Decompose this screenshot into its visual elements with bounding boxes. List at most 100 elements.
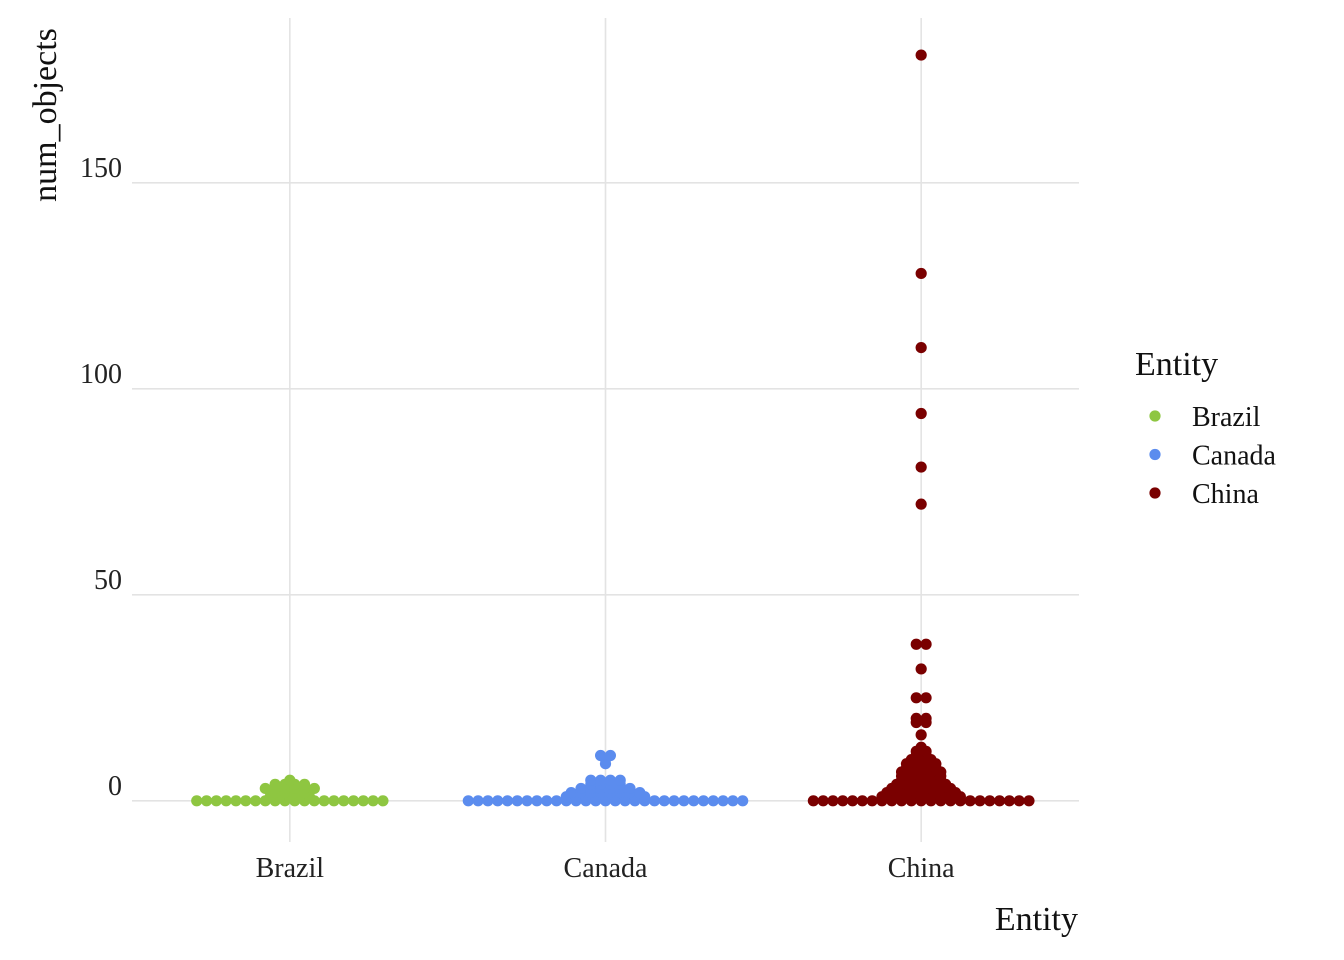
data-point-brazil [230, 795, 242, 807]
data-point-brazil [220, 795, 232, 807]
data-point-canada [472, 795, 484, 807]
data-point-brazil [210, 795, 222, 807]
data-point-brazil [367, 795, 379, 807]
legend-label-canada: Canada [1192, 441, 1277, 472]
legend: Entity Brazil Canada China [1135, 346, 1277, 510]
data-point-china [910, 712, 922, 725]
x-tick-labels: Brazil Canada China [256, 853, 956, 884]
y-axis-title: num_objects [27, 28, 64, 202]
data-point-china [1003, 795, 1015, 807]
data-point-brazil [259, 782, 271, 795]
data-point-china [827, 795, 839, 807]
data-point-brazil [318, 795, 330, 807]
data-point-canada [697, 795, 710, 807]
data-point-china [920, 712, 932, 725]
data-point-canada [595, 774, 607, 786]
x-tick-label: China [888, 853, 955, 884]
data-point-china [964, 795, 976, 807]
legend-label-brazil: Brazil [1192, 402, 1261, 433]
data-point-china [846, 795, 859, 807]
data-point-canada [565, 786, 577, 799]
data-point-china [1023, 795, 1035, 807]
data-point-china [984, 795, 996, 807]
data-point-china [910, 638, 922, 650]
data-point-china [915, 663, 927, 675]
y-tick-label: 150 [80, 153, 122, 184]
data-point-china [837, 795, 849, 807]
data-point-canada [550, 795, 563, 807]
x-tick-label: Brazil [256, 853, 325, 884]
data-point-china [866, 795, 878, 807]
data-point-china [920, 692, 932, 704]
data-point-china [974, 795, 986, 807]
data-points [191, 49, 1035, 807]
data-point-china [915, 461, 927, 473]
data-point-canada [727, 795, 739, 807]
data-point-china [915, 342, 927, 354]
data-point-canada [482, 795, 494, 807]
data-point-canada [668, 795, 680, 807]
data-point-brazil [377, 795, 389, 807]
data-point-brazil [357, 795, 369, 807]
data-point-canada [492, 795, 504, 807]
data-point-china [910, 692, 922, 704]
data-point-brazil [338, 795, 350, 807]
legend-label-china: China [1192, 479, 1259, 510]
data-point-brazil [284, 774, 296, 786]
data-point-canada [604, 774, 617, 786]
data-point-china [915, 407, 927, 420]
data-point-brazil [298, 778, 311, 790]
data-point-canada [634, 786, 646, 799]
data-point-brazil [308, 782, 320, 795]
data-point-brazil [200, 795, 213, 807]
data-point-canada [501, 795, 514, 807]
data-point-brazil [240, 795, 252, 807]
data-point-canada [585, 774, 597, 786]
data-point-canada [717, 795, 729, 807]
data-point-canada [737, 795, 749, 807]
data-point-canada [521, 795, 533, 807]
data-point-china [915, 267, 927, 280]
data-point-canada [595, 749, 607, 762]
y-tick-label: 50 [94, 565, 122, 596]
data-point-brazil [269, 778, 281, 790]
data-point-canada [462, 795, 474, 807]
data-point-canada [575, 782, 587, 795]
data-point-brazil [191, 795, 203, 807]
legend-title: Entity [1135, 346, 1218, 383]
data-point-canada [707, 795, 719, 807]
data-point-china [915, 729, 927, 741]
grid-layer [132, 18, 1079, 842]
data-point-canada [624, 782, 636, 795]
data-point-canada [604, 749, 617, 762]
data-point-canada [531, 795, 543, 807]
legend-key-brazil [1149, 410, 1161, 422]
data-point-china [920, 638, 932, 650]
data-point-brazil [347, 795, 360, 807]
data-point-china [915, 498, 927, 510]
y-tick-labels: 0 50 100 150 [80, 153, 122, 802]
data-point-china [993, 795, 1006, 807]
data-point-canada [511, 795, 523, 807]
data-point-canada [658, 795, 670, 807]
data-point-china [1013, 795, 1025, 807]
data-point-china [915, 49, 927, 61]
legend-key-china [1149, 487, 1161, 499]
data-point-china [915, 741, 927, 753]
data-point-canada [648, 795, 661, 807]
y-tick-label: 100 [80, 359, 122, 390]
legend-key-canada [1149, 448, 1161, 461]
data-point-brazil [328, 795, 340, 807]
data-point-canada [688, 795, 700, 807]
data-point-china [817, 795, 829, 807]
data-point-canada [678, 795, 690, 807]
data-point-canada [541, 795, 553, 807]
y-tick-label: 0 [108, 771, 122, 802]
x-axis-title: Entity [995, 901, 1078, 938]
data-point-china [807, 795, 819, 807]
data-point-canada [614, 774, 626, 786]
data-point-china [856, 795, 868, 807]
x-tick-label: Canada [564, 853, 649, 884]
legend-entries: Brazil Canada China [1149, 402, 1277, 510]
